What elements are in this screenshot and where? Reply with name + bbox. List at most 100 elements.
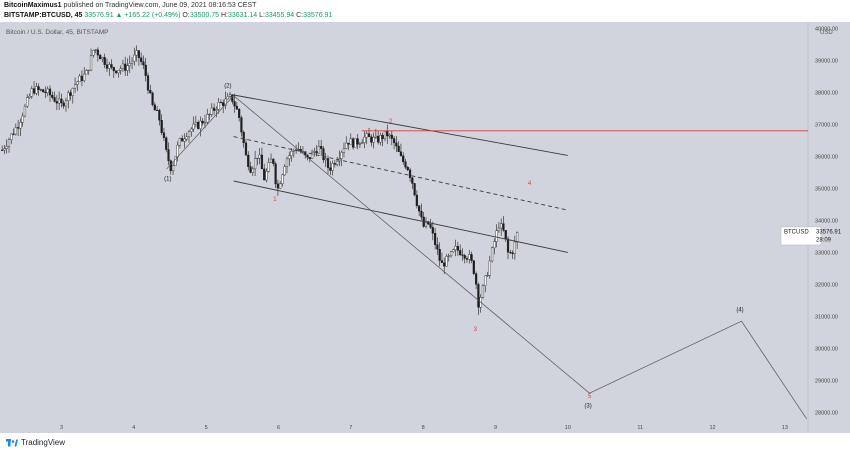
candle-body: [162, 132, 166, 138]
candle-body: [461, 254, 464, 256]
wave-label: (4): [736, 308, 743, 314]
candle-body: [399, 151, 403, 157]
candle-body: [402, 155, 405, 162]
y-ticks: 28000.00 29000.00 30000.00 31000.00 32000.00…: [815, 26, 838, 416]
y-tick-label: 40000.00: [815, 26, 838, 32]
candle-body: [222, 102, 225, 106]
candle-body: [345, 142, 348, 149]
y-tick-label: 37000.00: [815, 122, 838, 128]
symbol-name: BITSTAMP:BTCUSD, 45: [4, 12, 83, 19]
candle-body: [130, 60, 134, 64]
candle-body: [465, 258, 469, 260]
symbol-line: BITSTAMP:BTCUSD, 45 33576.91 ▲ +165.22 (…: [4, 12, 332, 19]
candle-body: [121, 63, 125, 69]
candle-body: [146, 75, 150, 91]
candle-body: [240, 117, 243, 133]
y-tick-label: 36000.00: [815, 154, 838, 160]
candle-body: [484, 275, 487, 286]
candle-body: [78, 75, 81, 83]
candle-body: [46, 88, 49, 94]
wave-label: 1: [273, 197, 277, 203]
candle-body: [253, 158, 257, 170]
candle-body: [176, 144, 179, 158]
candle-body: [158, 110, 161, 121]
candle-body: [194, 122, 197, 125]
y-tick-label: 35000.00: [815, 186, 838, 192]
y-tick-label: 29000.00: [815, 378, 838, 384]
candle-body: [108, 64, 111, 69]
candle-body: [203, 121, 207, 124]
candle-body: [408, 169, 412, 178]
candle-body: [48, 88, 52, 96]
candle-body: [12, 133, 15, 135]
candle-body: [420, 210, 423, 218]
candle-body: [185, 136, 188, 140]
candle-body: [160, 120, 163, 133]
mid-channel-line[interactable]: [233, 136, 568, 211]
candle-body: [181, 138, 184, 142]
candle-body: [326, 158, 330, 168]
candle-body: [17, 127, 20, 129]
x-tick-label: 12: [709, 425, 715, 431]
candle-body: [10, 133, 13, 141]
upper-channel-line[interactable]: [233, 94, 568, 156]
candle-body: [178, 138, 182, 146]
candle-body: [397, 145, 400, 152]
candle-body: [358, 143, 362, 145]
candle-body: [406, 166, 409, 171]
candle-body: [115, 70, 118, 74]
x-tick-label: 9: [494, 425, 497, 431]
time-axis[interactable]: [0, 422, 808, 433]
candle-body: [67, 92, 70, 102]
candle-body: [28, 95, 31, 98]
candle-body: [92, 50, 95, 56]
x-tick-label: 4: [132, 425, 135, 431]
y-tick-label: 39000.00: [815, 58, 838, 64]
candle-body: [511, 252, 514, 254]
brand[interactable]: TradingView: [6, 438, 65, 447]
candle-body: [226, 96, 229, 100]
candle-body: [388, 134, 391, 137]
author-name[interactable]: BitcoinMaximus1: [4, 2, 62, 9]
candle-body: [219, 102, 223, 104]
candle-body: [418, 205, 421, 212]
candle-body: [233, 101, 236, 107]
candle-body: [324, 158, 327, 161]
candle-body: [110, 64, 113, 68]
candle-body: [80, 75, 84, 81]
candle-body: [73, 84, 77, 89]
price-tag-ticker: BTCUSD: [784, 229, 809, 235]
drawings[interactable]: [166, 94, 808, 419]
candle-body: [404, 161, 407, 168]
candle-body: [7, 139, 11, 147]
candle-body: [481, 285, 485, 298]
wave-projection-line[interactable]: [166, 95, 807, 419]
candle-body: [434, 233, 437, 245]
candle-body: [256, 157, 259, 159]
candle-body: [201, 120, 204, 124]
candle-body: [500, 223, 503, 229]
candle-body: [260, 154, 264, 170]
candle-body: [169, 160, 172, 172]
candle-body: [331, 163, 334, 171]
candle-body: [438, 249, 441, 261]
candle-body: [509, 252, 512, 254]
chart-area[interactable]: Bitcoin / U.S. Dollar, 45, BITSTAMP USD …: [0, 22, 850, 433]
candle-body: [32, 88, 36, 94]
close-value: 33576.91: [303, 12, 333, 19]
candle-body: [342, 148, 346, 153]
candle-body: [87, 69, 90, 71]
candle-body: [71, 87, 74, 96]
candle-body: [281, 174, 284, 185]
candle-body: [62, 102, 65, 107]
price-chart[interactable]: Bitcoin / U.S. Dollar, 45, BITSTAMP USD …: [0, 22, 850, 433]
x-ticks: 3 4 5 6 7 8 9 10 11 12 13: [60, 425, 788, 431]
candle-body: [452, 249, 455, 252]
candle-body: [210, 107, 213, 115]
candle-body: [390, 134, 393, 139]
x-tick-label: 6: [277, 425, 280, 431]
candle-body: [101, 57, 104, 60]
candle-body: [445, 256, 448, 267]
lower-channel-line[interactable]: [233, 180, 568, 253]
candle-body: [153, 104, 156, 111]
